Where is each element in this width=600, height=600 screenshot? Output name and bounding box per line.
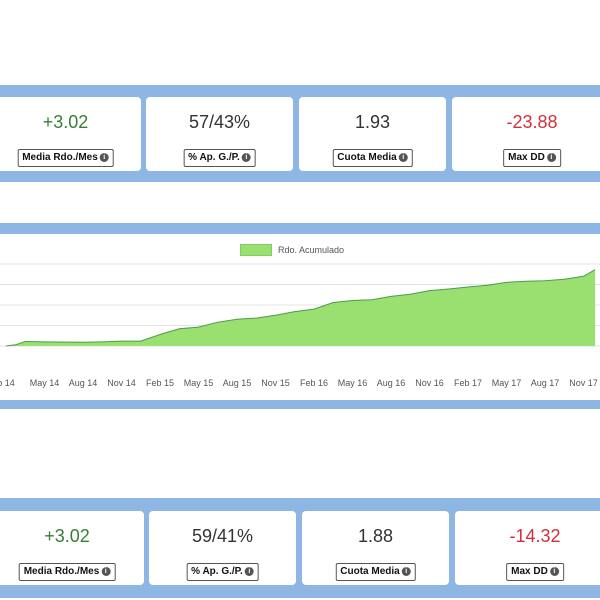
x-tick-label: Aug 16 [377, 378, 406, 388]
x-tick-label: Aug 15 [223, 378, 252, 388]
stat-label-text: Max DD [511, 566, 548, 577]
legend-label: Rdo. Acumulado [278, 245, 345, 255]
stat-label-button[interactable]: Cuota Media i [335, 563, 416, 581]
x-tick-label: Nov 16 [415, 378, 444, 388]
x-tick-label: Feb 17 [454, 378, 482, 388]
stat-label-button[interactable]: Cuota Media i [332, 149, 413, 167]
stat-card-media-rdo-mes: +3.02 Media Rdo./Mes i [0, 97, 141, 171]
stat-value: 59/41% [191, 526, 254, 546]
stat-value: -23.88 [506, 112, 558, 132]
stat-label-text: Media Rdo./Mes [22, 152, 98, 163]
x-tick-label: Nov 15 [261, 378, 290, 388]
stat-label-button[interactable]: Media Rdo./Mes i [18, 563, 116, 581]
stat-label-button[interactable]: Media Rdo./Mes i [17, 149, 114, 167]
series-line-rdo-acumulado [5, 269, 596, 347]
stat-card-max-dd: -23.88 Max DD i [452, 97, 600, 171]
x-tick-label: b 14 [0, 378, 15, 388]
legend-swatch [240, 244, 272, 256]
stat-label-button[interactable]: % Ap. G./P. i [183, 149, 256, 167]
stat-value: -14.32 [509, 526, 561, 546]
chart-legend[interactable]: Rdo. Acumulado [240, 244, 344, 256]
stat-label-button[interactable]: Max DD i [506, 563, 564, 581]
stat-card-percent-aciertos: 59/41% % Ap. G./P. i [149, 511, 296, 585]
stat-card-cuota-media: 1.88 Cuota Media i [302, 511, 449, 585]
x-tick-label: May 15 [184, 378, 214, 388]
chart-plot: b 14 May 14 Aug 14 Nov 14 Feb 15 May 15 Aug 15… [0, 263, 600, 388]
info-icon[interactable]: i [549, 566, 559, 576]
stat-label-text: Media Rdo./Mes [23, 566, 100, 577]
stat-card-cuota-media: 1.93 Cuota Media i [299, 97, 446, 171]
stat-value: 57/43% [188, 112, 251, 132]
stat-label-text: Cuota Media [337, 152, 397, 163]
x-tick-label: Aug 17 [531, 378, 560, 388]
stat-label-text: % Ap. G./P. [191, 566, 243, 577]
cumulative-result-chart: Rdo. Acumulado b 14 May 14 Aug 14 Nov 14 Feb… [0, 234, 600, 400]
stat-card-max-dd: -14.32 Max DD i [455, 511, 600, 585]
stat-label-text: % Ap. G./P. [188, 152, 240, 163]
stat-label-button[interactable]: % Ap. G./P. i [186, 563, 259, 581]
x-tick-label: Nov 17 [569, 378, 598, 388]
stat-label-text: Max DD [508, 152, 545, 163]
stat-value: 1.88 [357, 526, 394, 546]
info-icon[interactable]: i [398, 152, 408, 162]
stat-value: +3.02 [44, 526, 90, 546]
x-tick-label: May 17 [492, 378, 522, 388]
info-icon[interactable]: i [101, 566, 111, 576]
stat-card-media-rdo-mes: +3.02 Media Rdo./Mes i [0, 511, 144, 585]
stat-card-percent-aciertos: 57/43% % Ap. G./P. i [146, 97, 293, 171]
x-tick-label: Nov 14 [107, 378, 136, 388]
x-tick-label: May 16 [338, 378, 368, 388]
stat-value: +3.02 [42, 112, 89, 132]
info-icon[interactable]: i [241, 152, 251, 162]
stat-value: 1.93 [354, 112, 391, 132]
info-icon[interactable]: i [546, 152, 556, 162]
x-tick-label: Feb 16 [300, 378, 328, 388]
x-tick-label: Aug 14 [69, 378, 98, 388]
stat-label-button[interactable]: Max DD i [503, 149, 561, 167]
info-icon[interactable]: i [401, 566, 411, 576]
x-tick-label: May 14 [30, 378, 60, 388]
stat-label-text: Cuota Media [340, 566, 400, 577]
area-series-rdo-acumulado[interactable] [6, 269, 596, 346]
x-tick-label: Feb 15 [146, 378, 174, 388]
info-icon[interactable]: i [244, 566, 254, 576]
info-icon[interactable]: i [99, 152, 109, 162]
